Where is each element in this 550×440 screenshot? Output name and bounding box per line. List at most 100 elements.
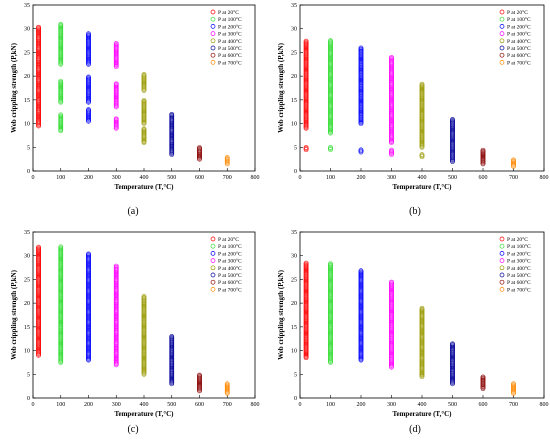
data-point bbox=[58, 112, 64, 118]
y-tick-label: 30 bbox=[291, 254, 297, 260]
y-tick-label: 0 bbox=[294, 169, 297, 175]
data-point bbox=[389, 147, 394, 153]
legend-label: P at 300°C bbox=[507, 258, 531, 265]
data-point bbox=[328, 261, 333, 267]
y-axis-label: Web crippling strength (P,kN) bbox=[10, 269, 18, 360]
y-tick-label: 25 bbox=[291, 50, 297, 56]
panel-caption: (b) bbox=[409, 206, 421, 217]
legend-label: P at 400°C bbox=[218, 38, 242, 45]
legend-marker bbox=[499, 16, 505, 22]
legend-marker bbox=[499, 287, 505, 292]
x-tick-label: 800 bbox=[251, 402, 260, 408]
legend-label: P at 100°C bbox=[218, 243, 242, 250]
x-tick-label: 600 bbox=[195, 175, 204, 181]
data-point bbox=[169, 334, 175, 339]
data-point bbox=[141, 126, 147, 132]
legend-label: P at 700°C bbox=[507, 59, 531, 66]
y-tick-label: 30 bbox=[291, 27, 297, 33]
x-tick-label: 400 bbox=[140, 402, 149, 408]
panel-caption: (c) bbox=[127, 424, 138, 435]
y-tick-label: 15 bbox=[24, 98, 30, 104]
series-4 bbox=[389, 279, 394, 370]
data-point bbox=[58, 244, 64, 250]
data-point bbox=[450, 341, 455, 347]
y-tick-label: 15 bbox=[291, 98, 297, 104]
legend-label: P at 200°C bbox=[218, 250, 242, 257]
legend-marker bbox=[210, 24, 216, 29]
legend-label: P at 100°C bbox=[218, 16, 242, 23]
legend-label: P at 100°C bbox=[507, 16, 531, 23]
legend-marker bbox=[210, 251, 216, 256]
x-tick-label: 700 bbox=[223, 402, 232, 408]
y-tick-label: 20 bbox=[24, 301, 30, 307]
series-6 bbox=[450, 341, 455, 387]
x-tick-label: 600 bbox=[479, 402, 488, 408]
x-tick-label: 300 bbox=[387, 175, 396, 181]
legend-marker bbox=[210, 265, 216, 271]
series-6 bbox=[169, 334, 175, 387]
x-tick-label: 0 bbox=[32, 402, 35, 408]
legend-marker bbox=[499, 258, 505, 263]
legend-marker bbox=[210, 38, 216, 44]
data-point bbox=[419, 152, 425, 158]
legend-marker bbox=[210, 45, 216, 51]
series-2 bbox=[58, 21, 64, 134]
series-4 bbox=[113, 41, 119, 131]
x-tick-label: 200 bbox=[357, 402, 366, 408]
legend-label: P at 600°C bbox=[507, 52, 531, 59]
legend-marker bbox=[499, 243, 505, 249]
x-axis-label: Temperature (T,°C) bbox=[392, 410, 452, 418]
y-tick-label: 5 bbox=[27, 145, 30, 151]
series-7 bbox=[480, 374, 486, 391]
y-tick-label: 0 bbox=[294, 396, 297, 402]
x-tick-label: 100 bbox=[56, 402, 65, 408]
data-point bbox=[224, 381, 230, 387]
data-point bbox=[419, 306, 425, 311]
x-tick-label: 800 bbox=[540, 175, 549, 181]
series-6 bbox=[169, 112, 175, 157]
series-1 bbox=[303, 260, 309, 361]
chart-panel-2: 0 100 200 300 400 500 600 700 800 0 5 10 15 20 25 30 35 T… bbox=[277, 3, 549, 217]
y-tick-label: 0 bbox=[27, 396, 30, 402]
y-axis-label: Web crippling strength (P,kN) bbox=[277, 42, 285, 133]
y-tick-label: 0 bbox=[27, 169, 30, 175]
y-tick-label: 20 bbox=[24, 74, 30, 80]
chart-panel-1: 0 100 200 300 400 500 600 700 800 0 5 10 15 20 25 30 35 T… bbox=[10, 3, 260, 217]
legend-label: P at 600°C bbox=[507, 279, 531, 286]
data-point bbox=[511, 381, 516, 387]
data-point bbox=[303, 38, 309, 44]
y-axis-label: Web crippling strength (P,kN) bbox=[10, 42, 18, 133]
y-tick-label: 30 bbox=[24, 254, 30, 260]
legend-label: P at 300°C bbox=[507, 31, 531, 38]
series-2 bbox=[328, 38, 333, 153]
x-tick-label: 600 bbox=[479, 175, 488, 181]
x-tick-label: 500 bbox=[448, 402, 457, 408]
data-point bbox=[197, 372, 202, 378]
data-point bbox=[358, 268, 364, 274]
legend-label: P at 20°C bbox=[218, 236, 239, 243]
x-tick-label: 0 bbox=[299, 402, 302, 408]
x-tick-label: 300 bbox=[112, 402, 121, 408]
series-7 bbox=[197, 372, 202, 394]
y-tick-label: 35 bbox=[291, 230, 297, 236]
legend-label: P at 200°C bbox=[218, 23, 242, 30]
data-point bbox=[113, 41, 119, 46]
x-axis-label: Temperature (T,°C) bbox=[392, 183, 452, 191]
legend-marker bbox=[210, 31, 216, 36]
x-tick-label: 300 bbox=[387, 402, 396, 408]
data-point bbox=[58, 78, 64, 84]
x-tick-label: 100 bbox=[326, 402, 335, 408]
legend-marker bbox=[210, 60, 216, 65]
y-tick-label: 5 bbox=[294, 145, 297, 151]
legend-marker bbox=[499, 38, 505, 44]
legend-label: P at 600°C bbox=[218, 279, 242, 286]
legend-label: P at 700°C bbox=[218, 59, 242, 66]
data-point bbox=[36, 244, 41, 250]
data-point bbox=[113, 263, 119, 269]
y-tick-label: 5 bbox=[27, 372, 30, 378]
legend-marker bbox=[210, 272, 216, 278]
data-point bbox=[511, 157, 516, 163]
x-tick-label: 500 bbox=[448, 175, 457, 181]
data-point bbox=[328, 38, 333, 44]
y-tick-label: 5 bbox=[294, 372, 297, 378]
